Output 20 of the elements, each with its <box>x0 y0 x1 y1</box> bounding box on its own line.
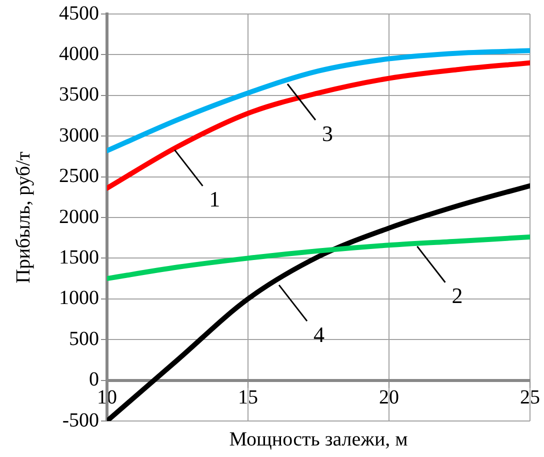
y-tick-label: 0 <box>89 368 99 391</box>
y-axis-title: Прибыль, руб/т <box>12 151 34 284</box>
y-tick-label: -500 <box>62 409 99 432</box>
x-tick-label: 15 <box>238 386 258 409</box>
annotation: 3 <box>322 120 333 146</box>
y-tick-label: 1000 <box>59 287 99 310</box>
annotation: 2 <box>452 283 463 308</box>
annotation: 4 <box>314 322 325 347</box>
y-tick-label: 3500 <box>59 84 99 106</box>
x-tick-label: 20 <box>379 386 399 409</box>
y-tick-label: 4000 <box>59 42 99 65</box>
y-tick-label: 2500 <box>59 165 99 188</box>
y-tick-label: 1500 <box>59 246 99 268</box>
x-axis-title: Мощность залежи, м <box>229 428 408 450</box>
y-tick-label: 4500 <box>59 2 99 24</box>
y-tick-label: 2000 <box>59 206 99 228</box>
annotation: 1 <box>209 186 220 212</box>
y-tick-label: 3000 <box>59 124 99 146</box>
y-tick-label: 500 <box>69 328 99 350</box>
x-tick-label: 25 <box>520 386 540 409</box>
